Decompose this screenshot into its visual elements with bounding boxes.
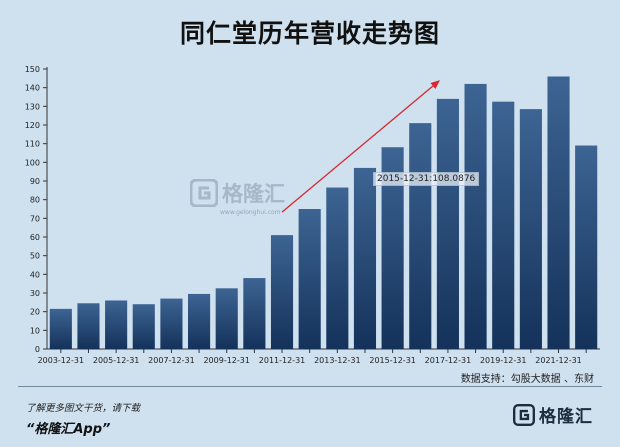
watermark-logo-icon — [190, 179, 218, 207]
chart-axes — [46, 67, 600, 350]
y-tick-label: 0 — [35, 345, 40, 354]
bar[interactable]: 2018-12-31: 142 — [464, 83, 487, 350]
bar[interactable]: 2007-12-31: 27 — [160, 298, 183, 349]
footer-promo-text: 了解更多图文干货，请下载 — [26, 403, 141, 414]
bar[interactable]: 2022-12-31: 109 — [575, 145, 598, 349]
x-tick-label: 2005-12-31 — [93, 356, 140, 365]
watermark: 格隆汇 — [190, 178, 285, 208]
x-tick-label: 2009-12-31 — [203, 356, 250, 365]
x-axis-ticks: 2003-12-31 2005-12-31 2007-12-31 2009-12-31… — [38, 349, 587, 365]
bar[interactable]: 2020-12-31: 128.5 — [519, 109, 542, 349]
y-tick-label: 70 — [30, 214, 40, 223]
y-tick-label: 60 — [30, 233, 40, 242]
x-tick-label: 2003-12-31 — [38, 356, 85, 365]
y-tick-label: 40 — [30, 270, 40, 279]
trend-arrow — [281, 80, 440, 213]
bar[interactable]: 2013-12-31: 86.5 — [326, 187, 349, 349]
y-tick-label: 90 — [30, 177, 40, 186]
x-tick-label: 2011-12-31 — [259, 356, 306, 365]
watermark-url: www.gelonghui.com — [220, 209, 281, 216]
bar[interactable]: 2008-12-31: 29.5 — [188, 293, 211, 349]
chart-title: 同仁堂历年营收走势图 — [179, 19, 440, 48]
bar[interactable]: 2016-12-31: 121 — [409, 123, 432, 349]
bar[interactable]: 2014-12-31: 97 — [353, 167, 377, 349]
y-tick-label: 20 — [30, 308, 40, 317]
footer-divider — [18, 386, 602, 387]
y-tick-label: 150 — [25, 65, 40, 74]
bar[interactable]: 2009-12-31: 32.5 — [215, 288, 238, 349]
y-tick-label: 100 — [25, 158, 40, 167]
bar[interactable]: 2004-12-31: 24.5 — [77, 303, 100, 349]
y-tick-label: 140 — [25, 84, 40, 93]
bar[interactable]: 2003-12-31: 21.5 — [49, 308, 72, 349]
logo-text: 格隆汇 — [539, 407, 593, 427]
bar[interactable]: 2021-12-31: 146 — [547, 76, 570, 349]
bar[interactable]: 2006-12-31: 24 — [132, 304, 155, 349]
bar[interactable]: 2010-12-31: 38 — [243, 278, 266, 349]
chart-bars: 2003-12-31: 21.52004-12-31: 24.52005-12-… — [49, 76, 598, 350]
y-tick-label: 30 — [30, 289, 40, 298]
y-tick-label: 130 — [25, 102, 40, 111]
y-tick-label: 80 — [30, 196, 40, 205]
x-tick-label: 2015-12-31 — [369, 356, 416, 365]
y-tick-label: 10 — [30, 326, 40, 335]
watermark-text: 格隆汇 — [222, 182, 285, 206]
x-tick-label: 2021-12-31 — [535, 356, 582, 365]
x-tick-label: 2017-12-31 — [425, 356, 472, 365]
brand-logo: 格隆汇 — [513, 402, 593, 427]
data-tooltip: 2015-12-31:108.0876 — [373, 172, 480, 186]
x-tick-label: 2007-12-31 — [148, 356, 195, 365]
bar[interactable]: 2015-12-31: 108.0876 — [381, 147, 404, 349]
y-axis-ticks: 0 10 20 30 40 50 60 70 80 90 100 110 120 130 140 150 — [25, 65, 47, 354]
y-tick-label: 110 — [25, 140, 40, 149]
bar[interactable]: 2019-12-31: 132.5 — [492, 101, 515, 349]
logo-icon — [513, 403, 535, 426]
x-tick-label: 2013-12-31 — [314, 356, 361, 365]
bar[interactable]: 2017-12-31: 134 — [436, 98, 459, 350]
y-tick-label: 50 — [30, 252, 40, 261]
bar[interactable]: 2012-12-31: 75 — [298, 209, 321, 349]
bar[interactable]: 2005-12-31: 26 — [105, 300, 128, 349]
data-source: 数据支持：勾股大数据 、东财 — [460, 374, 594, 385]
x-tick-label: 2019-12-31 — [480, 356, 527, 365]
y-tick-label: 120 — [25, 121, 40, 130]
bar[interactable]: 2011-12-31: 61 — [270, 235, 294, 349]
footer-app-name: “格隆汇App” — [26, 422, 111, 437]
